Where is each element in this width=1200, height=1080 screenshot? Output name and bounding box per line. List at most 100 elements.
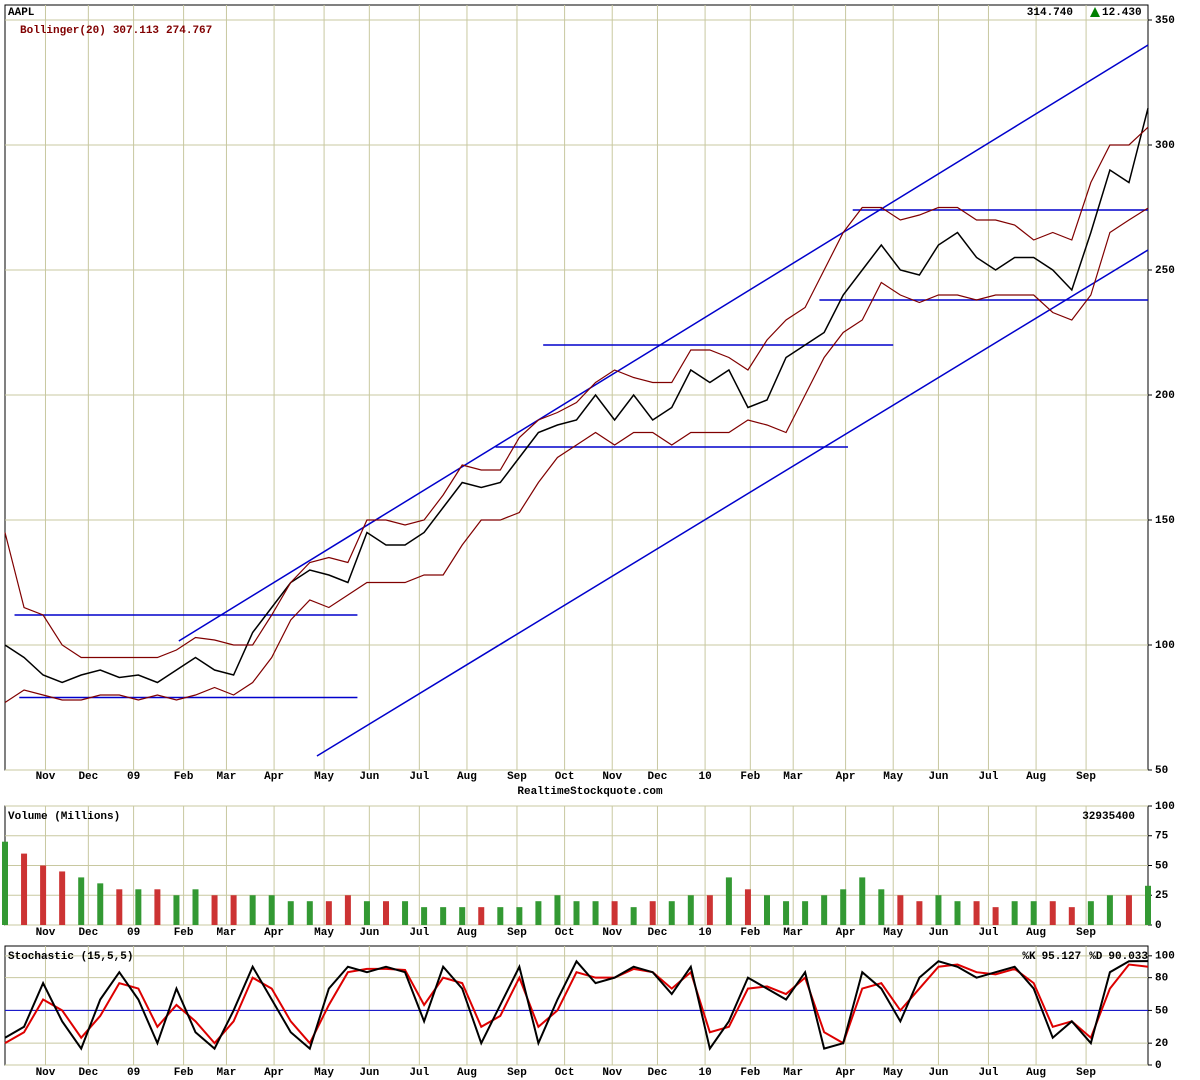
x-tick-label: Sep	[507, 771, 527, 783]
ticker: AAPL	[8, 7, 35, 19]
volume-bar	[630, 907, 637, 925]
price-line	[4, 107, 1149, 684]
volume-bar	[859, 877, 866, 925]
x-tick-label: 09	[127, 927, 140, 939]
volume-bar	[878, 889, 885, 925]
x-tick-label: Dec	[648, 771, 668, 783]
volume-bar	[554, 895, 561, 925]
x-tick-label: Oct	[555, 771, 575, 783]
legend-part: 307.113	[113, 25, 160, 37]
volume-bar	[573, 901, 580, 925]
volume-bar	[516, 907, 523, 925]
x-tick-label: Dec	[78, 1067, 98, 1079]
volume-bar	[154, 889, 161, 925]
volume-bar	[821, 895, 828, 925]
volume-bar	[973, 901, 980, 925]
x-tick-label: Dec	[648, 1067, 668, 1079]
x-tick-label: Feb	[174, 927, 194, 939]
y-tick-label: 50	[1155, 1005, 1168, 1017]
x-tick-label: Apr	[264, 927, 284, 939]
x-tick-label: Mar	[783, 1067, 803, 1079]
bollinger-band	[4, 126, 1149, 659]
volume-bar	[116, 889, 123, 925]
y-tick-label: 50	[1155, 860, 1168, 872]
x-tick-label: Dec	[648, 927, 668, 939]
volume-bar	[306, 901, 313, 925]
x-tick-label: Aug	[457, 1067, 477, 1079]
volume-bar	[1011, 901, 1018, 925]
x-tick-label: Jul	[409, 771, 429, 783]
x-tick-label: Feb	[174, 771, 194, 783]
volume-bar	[954, 901, 961, 925]
y-tick-label: 100	[1155, 951, 1175, 963]
volume-bar	[192, 889, 199, 925]
volume-bar	[592, 901, 599, 925]
up-arrow	[1090, 7, 1100, 17]
volume-bar	[783, 901, 790, 925]
y-tick-label: 300	[1155, 140, 1175, 152]
volume-bar	[173, 895, 180, 925]
y-tick-label: 0	[1155, 1060, 1162, 1072]
x-tick-label: Jul	[979, 1067, 999, 1079]
x-tick-label: Oct	[555, 1067, 575, 1079]
volume-bar	[344, 895, 351, 925]
x-tick-label: Apr	[836, 771, 856, 783]
volume-bar	[1087, 901, 1094, 925]
x-tick-label: Mar	[217, 1067, 237, 1079]
volume-bar	[706, 895, 713, 925]
x-tick-label: Dec	[78, 927, 98, 939]
x-tick-label: Jun	[359, 927, 379, 939]
x-tick-label: Sep	[507, 1067, 527, 1079]
x-tick-label: Feb	[740, 927, 760, 939]
volume-bar	[211, 895, 218, 925]
volume-bar	[802, 901, 809, 925]
y-tick-label: 100	[1155, 801, 1175, 813]
panel-frame	[4, 4, 1149, 771]
x-tick-label: May	[314, 1067, 334, 1079]
legend-value: 95.127	[1042, 951, 1082, 963]
x-tick-label: Apr	[264, 771, 284, 783]
x-tick-label: Jun	[359, 771, 379, 783]
volume-bar	[744, 889, 751, 925]
last-volume: 32935400	[1082, 811, 1135, 823]
legend-name: %D	[1089, 951, 1103, 963]
trend-line	[178, 44, 1149, 642]
volume-bar	[383, 901, 389, 925]
volume-bar	[1049, 901, 1056, 925]
x-tick-label: Nov	[36, 771, 56, 783]
x-tick-label: Apr	[836, 927, 856, 939]
stochastic-line	[4, 959, 1149, 1052]
legend-part: Bollinger(20)	[20, 25, 106, 37]
x-tick-label: Dec	[78, 771, 98, 783]
x-tick-label: Mar	[783, 771, 803, 783]
trend-line	[316, 249, 1149, 757]
volume-bar	[459, 907, 466, 925]
x-tick-label: Aug	[457, 771, 477, 783]
volume-bar	[78, 877, 85, 925]
volume-bar	[268, 895, 275, 925]
x-tick-label: Jun	[359, 1067, 379, 1079]
volume-bar	[687, 895, 694, 925]
volume-bar	[363, 901, 370, 925]
y-tick-label: 250	[1155, 265, 1175, 277]
x-tick-label: Nov	[602, 927, 622, 939]
x-tick-label: May	[314, 927, 334, 939]
x-tick-label: Aug	[1026, 771, 1046, 783]
x-tick-label: Nov	[36, 1067, 56, 1079]
volume-bar	[611, 901, 618, 925]
volume-bar	[1030, 901, 1037, 925]
stochastic-line	[4, 963, 1149, 1045]
x-tick-label: Nov	[602, 771, 622, 783]
volume-bar	[325, 901, 332, 925]
volume-bar	[2, 841, 8, 925]
x-tick-label: Mar	[783, 927, 803, 939]
volume-bar	[478, 907, 485, 925]
x-tick-label: Apr	[836, 1067, 856, 1079]
volume-bar	[840, 889, 847, 925]
volume-bar	[21, 853, 28, 925]
x-tick-label: Sep	[507, 927, 527, 939]
x-tick-label: Aug	[1026, 927, 1046, 939]
volume-bar	[1106, 895, 1113, 925]
volume-bar	[40, 865, 47, 925]
volume-bar	[402, 901, 409, 925]
